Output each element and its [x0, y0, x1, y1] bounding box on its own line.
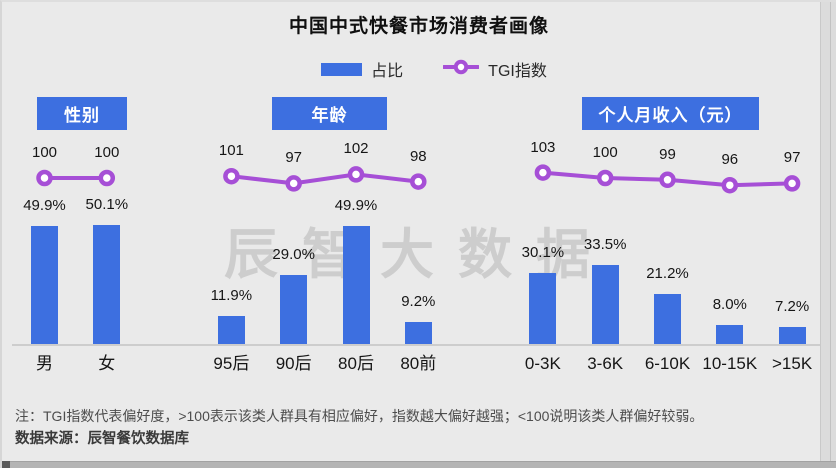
legend-item-share: 占比 [321, 57, 403, 81]
chart-title: 中国中式快餐市场消费者画像 [288, 16, 549, 37]
corner-chip [2, 461, 10, 468]
tgi-marker [783, 175, 801, 192]
data-source: 数据来源：辰智餐饮数据库 [15, 431, 189, 447]
line-marker-icon [442, 59, 481, 80]
share-value-label: 9.2% [401, 293, 436, 311]
section-header-income: 个人月收入（元） [582, 97, 759, 130]
tgi-marker [223, 167, 240, 185]
tgi-value-label: 97 [285, 149, 303, 167]
bar-6-10K [654, 293, 681, 344]
footnote: 注：TGI指数代表偏好度，>100表示该类人群具有相应偏好，指数越大偏好越强；<… [15, 408, 704, 424]
bar-80后 [342, 225, 370, 344]
tgi-marker [410, 173, 427, 190]
share-value-label: 7.2% [774, 297, 810, 315]
share-value-label: 8.0% [712, 296, 747, 314]
category-label-90后: 90后 [275, 354, 312, 373]
share-value-label: 50.1% [85, 196, 129, 214]
share-value-label: 21.2% [646, 264, 689, 282]
tgi-value-label: 99 [659, 145, 676, 163]
legend: 占比 TGI指数 [2, 57, 836, 81]
tgi-marker [659, 171, 676, 189]
right-edge-band [820, 2, 836, 468]
category-label-80前: 80前 [400, 354, 437, 373]
tgi-marker [347, 166, 365, 183]
bar-swatch-icon [321, 62, 363, 76]
legend-item-tgi: TGI指数 [442, 57, 547, 81]
bar-0-3K [529, 272, 557, 344]
share-value-label: 49.9% [334, 196, 378, 214]
legend-tgi-label: TGI指数 [488, 63, 547, 80]
category-label-女: 女 [98, 354, 116, 373]
category-label-10-15K: 10-15K [702, 354, 758, 373]
tgi-value-label: 101 [218, 142, 244, 160]
bar-90后 [280, 275, 308, 344]
tgi-value-label: 102 [343, 140, 369, 158]
category-label->15K: >15K [772, 354, 813, 373]
share-value-label: 11.9% [210, 286, 253, 304]
bar-80前 [404, 322, 432, 344]
category-label-95后: 95后 [213, 354, 250, 373]
tgi-line-年龄 [229, 172, 421, 186]
category-label-0-3K: 0-3K [524, 354, 561, 373]
bar-3-6K [591, 264, 619, 344]
section-header-age: 年龄 [272, 97, 387, 130]
tgi-value-label: 97 [783, 149, 801, 167]
category-label-3-6K: 3-6K [587, 354, 624, 373]
bottom-edge-band [2, 461, 836, 468]
category-label-男: 男 [36, 354, 53, 373]
share-value-label: 33.5% [583, 235, 627, 253]
tgi-value-label: 100 [31, 144, 58, 161]
category-label-80后: 80后 [338, 354, 374, 373]
bar->15K [778, 326, 806, 344]
tgi-marker [36, 169, 53, 187]
bar-男 [31, 225, 58, 344]
tgi-value-label: 100 [592, 144, 618, 161]
tgi-marker [596, 169, 614, 187]
bar-10-15K [716, 325, 744, 344]
tgi-marker [285, 175, 302, 192]
tgi-marker [721, 176, 739, 194]
share-value-label: 49.9% [23, 196, 66, 214]
section-header-gender: 性别 [37, 97, 127, 130]
tgi-value-label: 100 [94, 144, 120, 161]
tgi-value-label: 96 [721, 151, 739, 169]
tgi-value-label: 98 [409, 147, 427, 165]
legend-share-label: 占比 [371, 63, 404, 80]
bar-女 [93, 225, 121, 344]
tgi-marker [98, 169, 116, 187]
category-label-6-10K: 6-10K [644, 354, 691, 373]
share-value-label: 30.1% [521, 243, 565, 261]
tgi-value-label: 103 [530, 138, 556, 156]
share-value-label: 29.0% [272, 246, 315, 264]
bar-95后 [217, 315, 245, 344]
tgi-marker [534, 164, 552, 181]
